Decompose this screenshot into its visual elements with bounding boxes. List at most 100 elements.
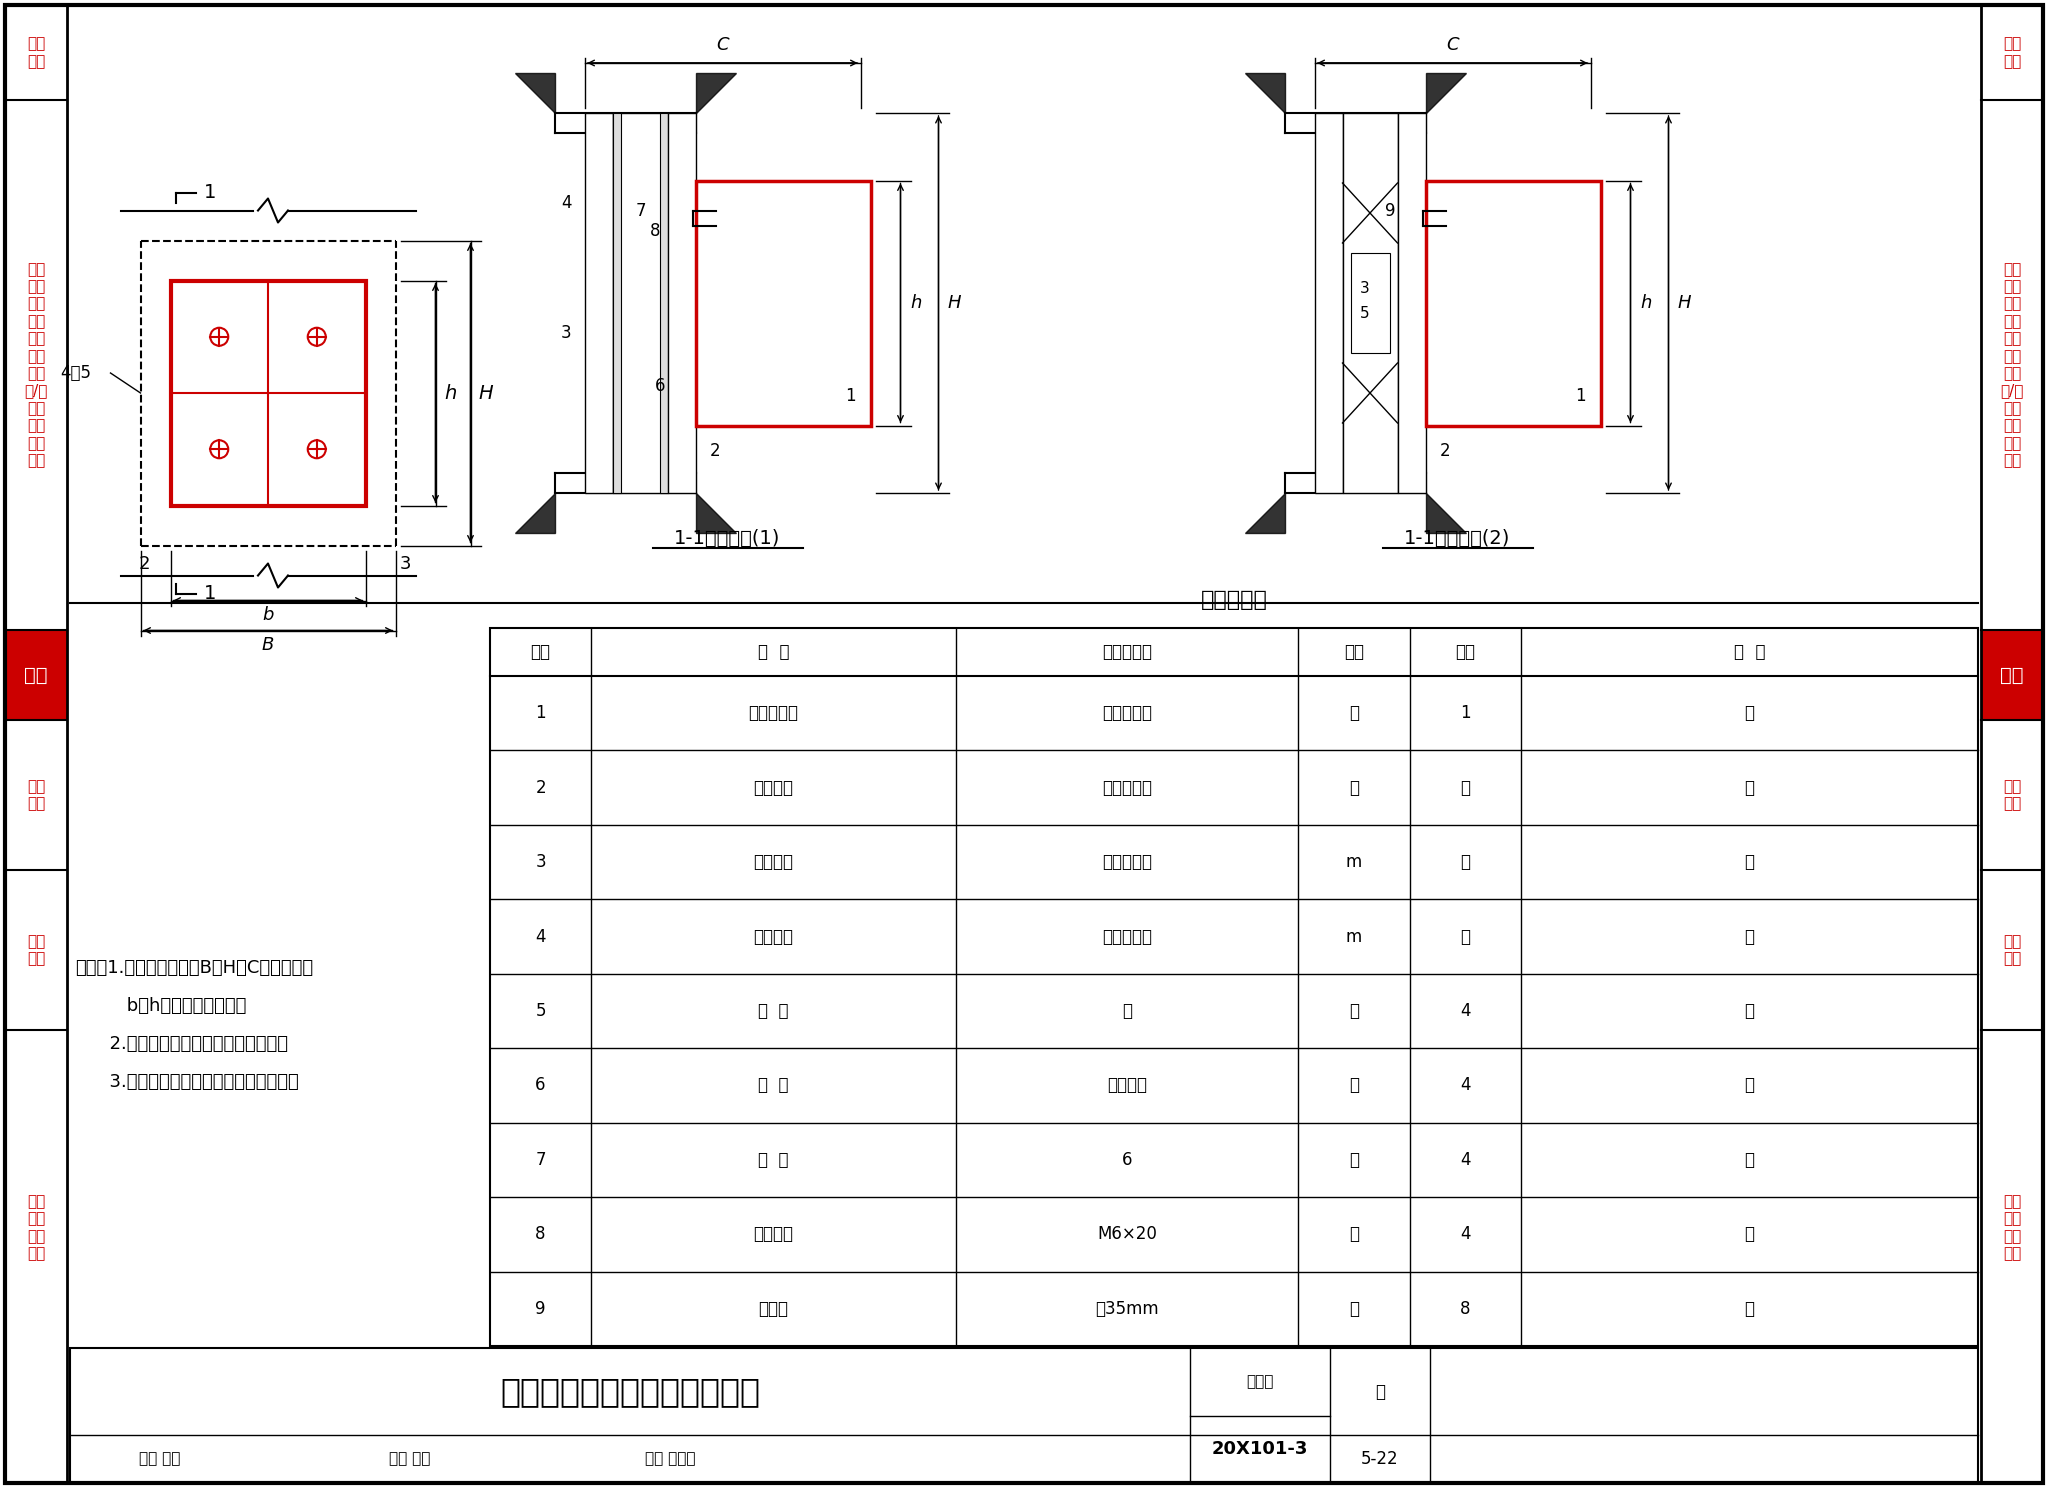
Text: B: B [262,635,274,653]
Text: m: m [1346,927,1362,945]
Text: －: － [1745,1076,1755,1095]
Text: 校对 孙兰: 校对 孙兰 [389,1451,430,1467]
Polygon shape [1245,73,1284,113]
Text: 见工程设计: 见工程设计 [1102,778,1151,796]
Text: H: H [1677,295,1692,312]
Text: 1: 1 [846,387,856,405]
Text: 木  枋: 木 枋 [758,1001,788,1019]
Text: 个: 个 [1350,704,1358,722]
Text: 1: 1 [1575,387,1585,405]
Text: C: C [1446,36,1458,54]
Text: 9: 9 [535,1301,547,1318]
Text: 9: 9 [1384,201,1397,220]
Text: 设计 朱立形: 设计 朱立形 [645,1451,694,1467]
Text: 竖向龙骨: 竖向龙骨 [754,853,793,870]
Polygon shape [514,73,555,113]
Text: 3: 3 [1360,281,1370,296]
Text: －: － [1122,1001,1133,1019]
Text: H: H [948,295,961,312]
Bar [489,628,1978,1347]
Text: 5: 5 [1360,305,1370,320]
Text: 工程
示例: 工程 示例 [27,934,45,966]
Text: 8: 8 [535,1225,547,1244]
Text: 见工程设计: 见工程设计 [1102,704,1151,722]
Text: 综合
布线
系统
设计
光纤
到用
户单
元/户
无源
光局
域网
系统: 综合 布线 系统 设计 光纤 到用 户单 元/户 无源 光局 域网 系统 [2001,262,2023,469]
Text: h: h [911,295,922,312]
Text: －: － [1745,1225,1755,1244]
Text: 5: 5 [535,1001,547,1019]
Text: 6: 6 [655,376,666,394]
Text: 页: 页 [1374,1382,1384,1400]
Text: －: － [1745,1301,1755,1318]
Text: 术语
符号: 术语 符号 [2003,36,2021,68]
Text: 工程
示例: 工程 示例 [2003,934,2021,966]
Text: 备  注: 备 注 [1735,643,1765,661]
Text: 7: 7 [635,201,645,220]
Text: 个: 个 [1350,1225,1358,1244]
Text: －: － [1460,927,1470,945]
Polygon shape [514,493,555,533]
Bar [1397,113,1425,493]
Text: 2: 2 [535,778,547,796]
Text: 说明：1.配线箱外形尺寸B、H、C，安装尺寸: 说明：1.配线箱外形尺寸B、H、C，安装尺寸 [76,958,313,978]
Text: 2: 2 [1440,442,1450,460]
Text: －: － [1460,853,1470,870]
Polygon shape [696,493,735,533]
Bar [612,113,668,493]
Bar [1315,113,1343,493]
Text: 8: 8 [651,222,662,240]
Text: b: b [262,606,274,623]
Text: 3: 3 [535,853,547,870]
Text: 审核 张宜: 审核 张宜 [139,1451,180,1467]
Text: 1-1明装方式(2): 1-1明装方式(2) [1405,528,1511,548]
Text: 4: 4 [1460,1150,1470,1170]
Text: 配线箱箱体: 配线箱箱体 [748,704,799,722]
Bar [659,113,668,493]
Text: 1: 1 [1460,704,1470,722]
Text: 3: 3 [561,324,571,342]
Bar [4,629,68,720]
Bar [1980,4,2044,1484]
Text: 名  称: 名 称 [758,643,788,661]
Bar [70,1348,1978,1484]
Polygon shape [1425,73,1466,113]
Text: b、h由工程设计确定。: b、h由工程设计确定。 [76,997,246,1015]
Text: 木螺钉: 木螺钉 [758,1301,788,1318]
Text: －: － [1745,1150,1755,1170]
Text: 伞形螺栓: 伞形螺栓 [754,1225,793,1244]
Polygon shape [696,73,735,113]
Text: 见工程设计: 见工程设计 [1102,853,1151,870]
Text: 8: 8 [1460,1301,1470,1318]
Text: 个: 个 [1350,1301,1358,1318]
Text: 见工程设计: 见工程设计 [1102,927,1151,945]
Text: 4: 4 [1460,1001,1470,1019]
Text: 数据
中心
布线
系统: 数据 中心 布线 系统 [27,1193,45,1262]
Text: h: h [444,384,457,402]
Text: 个: 个 [1350,1150,1358,1170]
Text: －: － [1745,853,1755,870]
Text: 数量: 数量 [1456,643,1475,661]
Text: 块: 块 [1350,1001,1358,1019]
Polygon shape [1425,493,1466,533]
Text: －: － [1745,778,1755,796]
Text: H: H [477,384,494,402]
Text: 术语
符号: 术语 符号 [27,36,45,68]
Text: 7: 7 [535,1150,547,1170]
Text: 块: 块 [1350,778,1358,796]
Text: 20X101-3: 20X101-3 [1212,1440,1309,1458]
Text: 2: 2 [139,555,150,573]
Text: 6: 6 [1122,1150,1133,1170]
Bar [1980,629,2044,720]
Text: 图集号: 图集号 [1247,1375,1274,1390]
Text: 数据
中心
布线
系统: 数据 中心 布线 系统 [2003,1193,2021,1262]
Text: 垫  圈: 垫 圈 [758,1150,788,1170]
Text: 1-1明装方式(1): 1-1明装方式(1) [674,528,780,548]
Text: 2: 2 [711,442,721,460]
Text: 1: 1 [535,704,547,722]
Text: m: m [1346,853,1362,870]
Polygon shape [1245,493,1284,533]
Text: 检测
验收: 检测 验收 [2003,778,2021,811]
Text: 4: 4 [1460,1076,1470,1095]
Text: 设备材料表: 设备材料表 [1200,591,1268,610]
Text: 4或5: 4或5 [59,365,90,382]
